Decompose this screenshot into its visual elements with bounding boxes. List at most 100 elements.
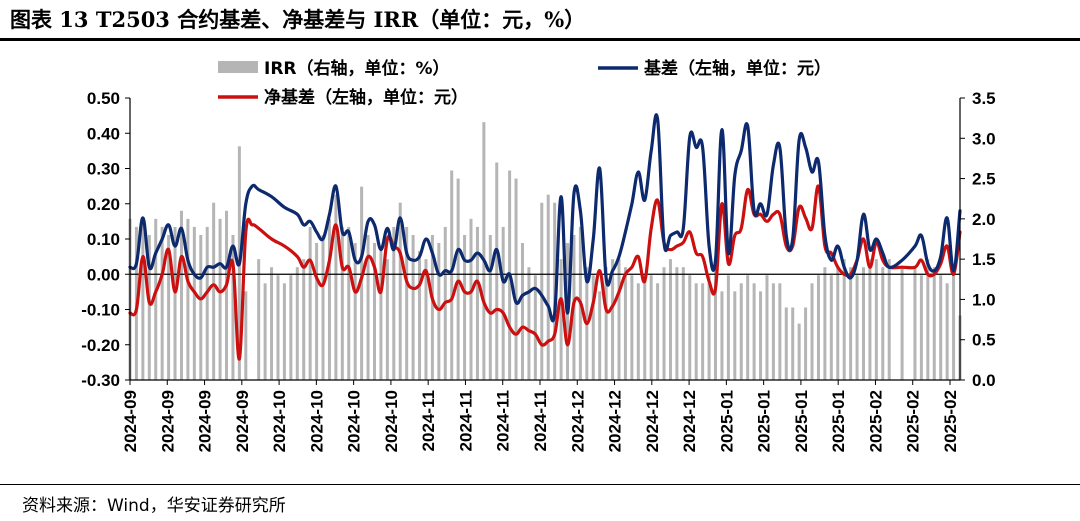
- irr-bar: [475, 226, 479, 380]
- x-tick-label: 2024-10: [345, 390, 364, 452]
- basis-line: [128, 113, 962, 323]
- irr-bar: [289, 275, 293, 380]
- x-tick-label: 2024-09: [233, 390, 252, 452]
- right-tick-label: 1.0: [972, 290, 996, 309]
- irr-bar: [533, 275, 537, 380]
- irr-bar: [694, 283, 698, 380]
- irr-bar: [791, 307, 795, 380]
- irr-bar: [668, 259, 672, 380]
- irr-bar: [913, 267, 917, 380]
- irr-bar: [797, 323, 801, 380]
- irr-bar: [540, 202, 544, 380]
- irr-bar: [173, 226, 177, 380]
- irr-bar: [495, 162, 499, 380]
- irr-bar: [656, 283, 660, 380]
- irr-bar: [855, 275, 859, 380]
- irr-bar: [887, 259, 891, 380]
- x-tick-label: 2025-01: [829, 390, 848, 452]
- irr-bar: [514, 178, 518, 380]
- irr-bar: [649, 275, 653, 380]
- irr-bar: [179, 210, 183, 380]
- irr-bar: [141, 218, 145, 380]
- irr-bar: [662, 267, 666, 380]
- right-tick-label: 3.5: [972, 89, 996, 108]
- x-tick-label: 2025-01: [792, 390, 811, 452]
- source-note: 资料来源：Wind，华安证券研究所: [22, 496, 286, 516]
- irr-bar: [945, 283, 949, 380]
- irr-bar: [720, 291, 724, 380]
- footer-divider: [0, 484, 1080, 485]
- irr-bar: [952, 275, 956, 380]
- net-basis-line: [128, 184, 962, 361]
- irr-bar: [398, 202, 402, 380]
- irr-bar: [861, 267, 865, 380]
- right-tick-label: 2.0: [972, 210, 996, 229]
- irr-bar: [675, 267, 679, 380]
- irr-bar: [849, 267, 853, 380]
- x-tick-label: 2025-02: [904, 390, 923, 452]
- irr-bar: [218, 218, 222, 380]
- x-tick-label: 2025-02: [866, 390, 885, 452]
- irr-bar: [900, 267, 904, 380]
- legend: IRR（右轴，单位：%） 基差（左轴，单位：元） 净基差（左轴，单位：元）: [218, 58, 831, 108]
- irr-bar: [276, 275, 280, 380]
- irr-bar: [315, 243, 319, 380]
- x-tick-label: 2024-09: [158, 390, 177, 452]
- irr-bar: [147, 234, 151, 380]
- irr-bar: [302, 259, 306, 380]
- irr-bar: [372, 243, 376, 380]
- legend-label: 净基差（左轴，单位：元）: [264, 87, 468, 108]
- x-tick-label: 2024-09: [196, 390, 215, 452]
- x-tick-label: 2024-12: [568, 390, 587, 452]
- x-tick-label: 2024-10: [307, 390, 326, 452]
- irr-bar: [167, 234, 171, 380]
- irr-bar: [926, 259, 930, 380]
- irr-bar: [379, 251, 383, 380]
- irr-bar: [733, 291, 737, 380]
- irr-bar: [501, 226, 505, 380]
- left-tick-label: -0.20: [81, 336, 120, 355]
- irr-bar: [385, 259, 389, 380]
- irr-bar: [919, 275, 923, 380]
- irr-bar: [636, 283, 640, 380]
- irr-bar: [932, 267, 936, 380]
- x-tick-label: 2025-02: [941, 390, 960, 452]
- chart-title: 图表 13 T2503 合约基差、净基差与 IRR（单位：元，%）: [10, 7, 586, 32]
- irr-bar: [430, 234, 434, 380]
- irr-bar: [739, 283, 743, 380]
- x-tick-label: 2024-12: [680, 390, 699, 452]
- irr-bar: [308, 226, 312, 380]
- irr-bar: [784, 307, 788, 380]
- irr-bar: [334, 194, 338, 380]
- irr-bar: [205, 226, 209, 380]
- irr-bar: [353, 243, 357, 380]
- irr-bar: [707, 275, 711, 380]
- x-tick-label: 2024-12: [643, 390, 662, 452]
- x-tick-label: 2025-01: [755, 390, 774, 452]
- irr-bar: [424, 259, 428, 380]
- irr-bar: [225, 210, 229, 380]
- irr-bar: [726, 275, 730, 380]
- left-tick-label: 0.50: [87, 89, 120, 108]
- title-divider: [0, 38, 1080, 41]
- irr-bar: [810, 283, 814, 380]
- irr-bar: [752, 283, 756, 380]
- series-lines: [128, 113, 962, 361]
- axes: 0.50 0.40 0.30 0.20 0.10 0.00 -0.10 -0.20 -0.30 3…: [81, 89, 995, 452]
- irr-bar: [546, 194, 550, 380]
- irr-bar: [392, 226, 396, 380]
- irr-bar: [231, 234, 235, 380]
- irr-bar: [411, 234, 415, 380]
- irr-bar: [816, 275, 820, 380]
- x-tick-label: 2024-11: [456, 390, 475, 451]
- irr-bar: [469, 218, 473, 380]
- irr-bar: [154, 218, 158, 380]
- left-tick-label: 0.00: [87, 265, 120, 284]
- irr-bar: [559, 259, 563, 380]
- legend-label: 基差（左轴，单位：元）: [643, 58, 831, 79]
- right-tick-label: 0.0: [972, 371, 996, 390]
- irr-bar: [868, 259, 872, 380]
- irr-bar: [746, 275, 750, 380]
- x-tick-label: 2024-11: [494, 390, 513, 451]
- irr-bar: [186, 218, 190, 380]
